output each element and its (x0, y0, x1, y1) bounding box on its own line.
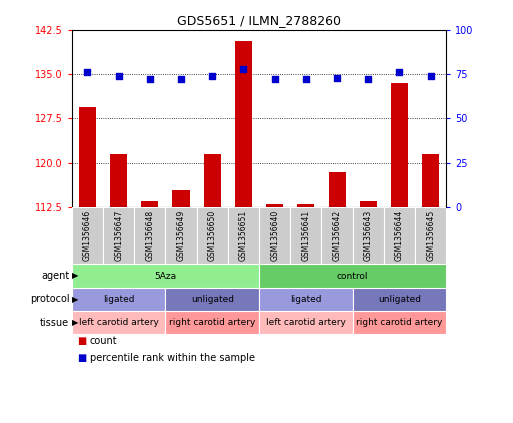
Point (83, 69, 91, 76)
Point (333, 74, 341, 81)
Point (208, 72, 216, 79)
Text: unligated: unligated (191, 295, 234, 304)
Text: 5Aza: 5Aza (154, 272, 176, 280)
Bar (103, 207, 134, 264)
Bar (110, 154, 127, 207)
Bar (141, 201, 159, 207)
Bar (72, 311, 165, 334)
Text: tissue: tissue (40, 318, 69, 327)
Bar (353, 207, 384, 264)
Bar (72, 288, 165, 311)
Text: GSM1356640: GSM1356640 (270, 210, 279, 261)
Text: percentile rank within the sample: percentile rank within the sample (90, 353, 255, 363)
Text: ▶: ▶ (72, 272, 79, 280)
Text: left carotid artery: left carotid artery (266, 318, 346, 327)
Bar (165, 288, 259, 311)
Text: GSM1356643: GSM1356643 (364, 210, 373, 261)
Text: GSM1356649: GSM1356649 (176, 210, 186, 261)
Text: right carotid artery: right carotid artery (169, 318, 255, 327)
Text: GSM1356647: GSM1356647 (114, 210, 123, 261)
Bar (422, 154, 439, 207)
Bar (165, 207, 196, 264)
Text: GSM1356642: GSM1356642 (332, 210, 342, 261)
Text: left carotid artery: left carotid artery (78, 318, 159, 327)
Bar (259, 288, 353, 311)
Bar (328, 172, 346, 207)
Bar (172, 190, 190, 207)
Text: ▶: ▶ (72, 295, 79, 304)
Text: GSM1356644: GSM1356644 (395, 210, 404, 261)
Text: protocol: protocol (30, 294, 69, 304)
Bar (360, 201, 377, 207)
Text: ■: ■ (77, 336, 86, 346)
Point (240, 65, 248, 72)
Title: GDS5651 / ILMN_2788260: GDS5651 / ILMN_2788260 (177, 14, 341, 27)
Bar (353, 311, 446, 334)
Point (114, 72, 123, 79)
Bar (391, 83, 408, 207)
Point (146, 76, 154, 83)
Text: GSM1356646: GSM1356646 (83, 210, 92, 261)
Text: GSM1356641: GSM1356641 (301, 210, 310, 261)
Point (364, 76, 372, 83)
Point (177, 76, 185, 83)
Text: GSM1356651: GSM1356651 (239, 210, 248, 261)
Bar (72, 207, 103, 264)
Bar (259, 311, 353, 334)
Bar (322, 207, 353, 264)
Text: GSM1356650: GSM1356650 (208, 210, 217, 261)
Point (396, 69, 404, 76)
Text: count: count (90, 336, 117, 346)
Bar (384, 207, 415, 264)
Bar (72, 264, 259, 288)
Text: ligated: ligated (290, 295, 322, 304)
Text: GSM1356645: GSM1356645 (426, 210, 435, 261)
Bar (235, 41, 252, 207)
Bar (298, 204, 314, 207)
Text: GSM1356648: GSM1356648 (145, 210, 154, 261)
Bar (165, 311, 259, 334)
Text: control: control (337, 272, 368, 280)
Text: ▶: ▶ (72, 318, 79, 327)
Bar (134, 207, 165, 264)
Bar (259, 207, 290, 264)
Text: unligated: unligated (378, 295, 421, 304)
Point (302, 76, 310, 83)
Text: ■: ■ (77, 353, 86, 363)
Bar (204, 154, 221, 207)
Point (427, 72, 435, 79)
Bar (415, 207, 446, 264)
Text: ligated: ligated (103, 295, 134, 304)
Bar (79, 107, 96, 207)
Bar (290, 207, 322, 264)
Text: agent: agent (41, 271, 69, 281)
Text: right carotid artery: right carotid artery (357, 318, 443, 327)
Point (270, 76, 279, 83)
Bar (353, 288, 446, 311)
Bar (196, 207, 228, 264)
Bar (266, 204, 283, 207)
Bar (259, 264, 446, 288)
Bar (228, 207, 259, 264)
